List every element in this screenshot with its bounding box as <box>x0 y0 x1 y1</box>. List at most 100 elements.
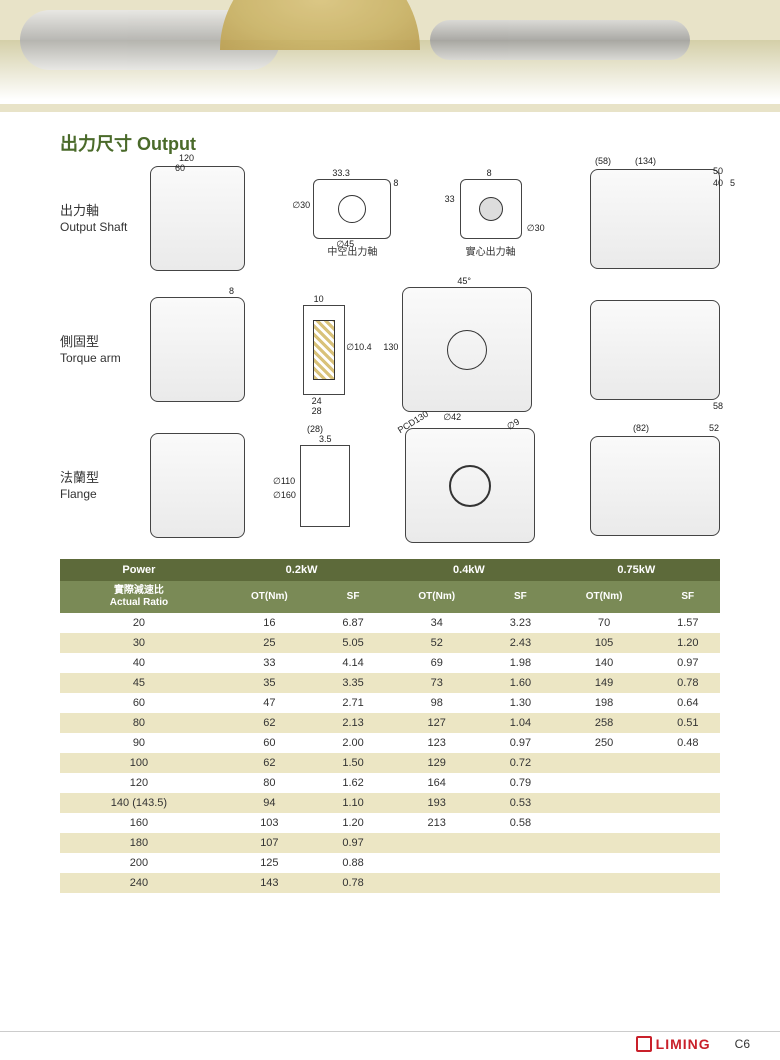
table-row: 60472.71981.301980.64 <box>60 693 720 713</box>
dim-label: ∅30 <box>292 200 310 211</box>
cell-value: 69 <box>385 653 488 673</box>
drawing-ta-left: 8 <box>150 297 245 402</box>
dim-label: 10 <box>314 294 324 304</box>
dim-label: ∅42 <box>443 412 461 423</box>
th-ratio: 實際減速比 Actual Ratio <box>60 581 218 613</box>
th-kw-2: 0.75kW <box>553 559 720 581</box>
header-decorative-band <box>0 0 780 100</box>
cell-value: 1.62 <box>321 773 385 793</box>
drawing-fl-profile: (28) 3.5 ∅110 ∅160 <box>300 445 350 527</box>
page-title: 出力尺寸 Output <box>60 130 720 156</box>
table-row: 80622.131271.042580.51 <box>60 713 720 733</box>
cell-value: 258 <box>553 713 656 733</box>
cell-value: 35 <box>218 673 321 693</box>
dim-label: PCD130 <box>396 409 430 436</box>
dim-label: ∅45 <box>336 239 354 250</box>
divider-bar <box>0 104 780 112</box>
cell-value: 1.20 <box>321 813 385 833</box>
dim-label: 8 <box>487 168 492 178</box>
dim-label: ∅9 <box>505 416 522 432</box>
cell-value: 0.97 <box>321 833 385 853</box>
dim-label: (28) <box>307 424 323 434</box>
dim-label: (134) <box>635 156 656 166</box>
dim-label: 45° <box>457 276 471 286</box>
cell-ratio: 80 <box>60 713 218 733</box>
cell-value: 164 <box>385 773 488 793</box>
table-row: 30255.05522.431051.20 <box>60 633 720 653</box>
cell-value: 6.87 <box>321 613 385 633</box>
cell-ratio: 120 <box>60 773 218 793</box>
table-row: 1801070.97 <box>60 833 720 853</box>
cell-value <box>553 873 656 893</box>
dim-label: ∅110 <box>273 476 295 487</box>
cell-value: 103 <box>218 813 321 833</box>
th-kw-1: 0.4kW <box>385 559 552 581</box>
sub-label-solid: 實心出力軸 <box>466 243 516 258</box>
cell-ratio: 180 <box>60 833 218 853</box>
cell-value: 140 <box>553 653 656 673</box>
cell-value: 3.35 <box>321 673 385 693</box>
cell-value: 34 <box>385 613 488 633</box>
cell-value: 193 <box>385 793 488 813</box>
cell-value: 2.43 <box>488 633 552 653</box>
cell-value: 73 <box>385 673 488 693</box>
cell-value: 0.78 <box>321 873 385 893</box>
page-number: C6 <box>735 1037 750 1051</box>
cell-value <box>488 853 552 873</box>
th-ot-0: OT(Nm) <box>218 581 321 613</box>
cell-value: 1.20 <box>656 633 720 653</box>
brand-logo: LIMING <box>636 1036 711 1052</box>
cell-ratio: 60 <box>60 693 218 713</box>
page-footer: LIMING C6 <box>0 1031 780 1052</box>
drawing-os-left: 120 60 <box>150 166 245 271</box>
cell-value <box>385 873 488 893</box>
cell-value <box>553 793 656 813</box>
dim-label: 130 <box>383 342 398 352</box>
table-row: 20166.87343.23701.57 <box>60 613 720 633</box>
dim-label: ∅10.4 <box>346 342 371 353</box>
cell-ratio: 45 <box>60 673 218 693</box>
cell-value: 129 <box>385 753 488 773</box>
cell-ratio: 200 <box>60 853 218 873</box>
drawing-ta-right: 58 <box>590 300 720 400</box>
cell-value <box>385 833 488 853</box>
row-label-output-shaft: 出力軸 Output Shaft <box>60 202 150 236</box>
cell-value: 2.71 <box>321 693 385 713</box>
cell-value: 2.13 <box>321 713 385 733</box>
cell-value: 0.97 <box>656 653 720 673</box>
cell-value: 105 <box>553 633 656 653</box>
cell-value: 0.51 <box>656 713 720 733</box>
row-label-torque-arm: 側固型 Torque arm <box>60 333 150 367</box>
th-ot-2: OT(Nm) <box>553 581 656 613</box>
cell-value: 60 <box>218 733 321 753</box>
cell-value <box>553 813 656 833</box>
table-row: 90602.001230.972500.48 <box>60 733 720 753</box>
cell-value: 1.98 <box>488 653 552 673</box>
drawing-os-hollow: 33.3 8 ∅30 ∅45 中空出力軸 <box>313 179 391 258</box>
dim-label: 52 <box>709 423 719 433</box>
dim-label: 8 <box>229 286 234 296</box>
cell-ratio: 240 <box>60 873 218 893</box>
drawing-fl-center: PCD130 ∅9 <box>405 428 535 543</box>
drawing-os-solid: 8 33 ∅30 實心出力軸 <box>460 179 522 258</box>
dim-label: 5 <box>730 178 735 188</box>
cell-ratio: 30 <box>60 633 218 653</box>
dim-label: 60 <box>175 163 185 173</box>
cell-value: 0.72 <box>488 753 552 773</box>
cell-value: 94 <box>218 793 321 813</box>
cell-value <box>553 833 656 853</box>
cell-value: 0.78 <box>656 673 720 693</box>
cell-value: 213 <box>385 813 488 833</box>
drawing-os-right: (58) (134) 50 40 5 <box>590 169 720 269</box>
cell-value: 62 <box>218 713 321 733</box>
table-row: 140 (143.5)941.101930.53 <box>60 793 720 813</box>
cell-value <box>553 753 656 773</box>
cell-value: 33 <box>218 653 321 673</box>
row-torque-arm: 側固型 Torque arm 8 10 ∅10.4 24 28 4 <box>60 287 720 412</box>
cell-value <box>488 833 552 853</box>
table-row: 1601031.202130.58 <box>60 813 720 833</box>
cell-value <box>656 833 720 853</box>
cell-value: 0.64 <box>656 693 720 713</box>
cell-value: 2.00 <box>321 733 385 753</box>
cell-value: 0.97 <box>488 733 552 753</box>
